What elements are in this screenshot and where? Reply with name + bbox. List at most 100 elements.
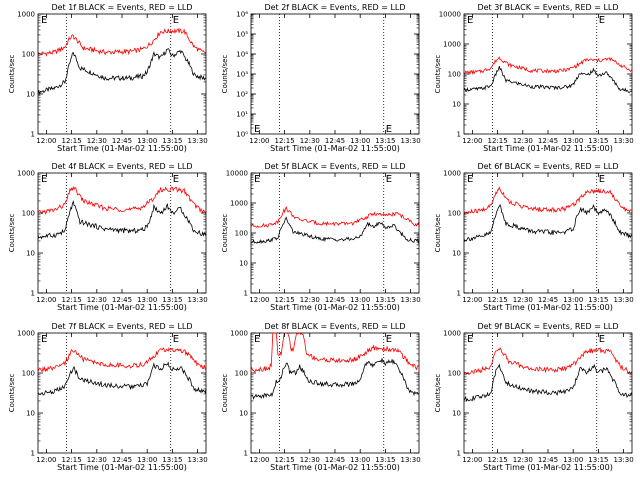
- x-tick-label: 12:30: [513, 296, 533, 304]
- x-tick-label: 12:00: [462, 137, 482, 145]
- y-axis-label: Counts/sec: [434, 55, 442, 94]
- y-tick-label: 1: [244, 450, 248, 458]
- x-tick-label: 12:00: [249, 137, 269, 145]
- x-tick-label: 12:15: [275, 296, 295, 304]
- x-tick-label: 13:30: [401, 137, 421, 145]
- y-tick-label: 100: [235, 230, 248, 238]
- y-tick-label: 1000: [443, 330, 461, 338]
- series-line-events: [37, 48, 207, 96]
- y-tick-label: 10: [26, 91, 35, 99]
- x-tick-label: 12:30: [300, 456, 320, 464]
- chart-title: Det 9f BLACK = Events, RED = LLD: [477, 322, 618, 331]
- event-marker: E: [467, 15, 473, 26]
- y-axis-label: Counts/sec: [434, 214, 442, 253]
- x-axis-label: Start Time (01-Mar-02 11:55:00): [483, 303, 613, 312]
- y-tick-label: 10⁴: [236, 51, 248, 59]
- chart-panel-5: Det 5f BLACK = Events, RED = LLD 12:00 12:…: [221, 162, 421, 312]
- chart-title: Det 4f BLACK = Events, RED = LLD: [51, 162, 192, 171]
- plot-frame: [37, 13, 207, 135]
- y-tick-label: 10: [452, 410, 461, 418]
- x-tick-label: 13:00: [350, 137, 370, 145]
- x-axis-label: Start Time (01-Mar-02 11:55:00): [57, 144, 187, 153]
- chart-panel-6: Det 6f BLACK = Events, RED = LLD 12:00 12:…: [434, 162, 634, 312]
- x-tick-label: 12:30: [87, 456, 107, 464]
- y-tick-label: 1000: [443, 41, 461, 49]
- x-tick-label: 12:45: [112, 296, 132, 304]
- series-line-lld: [463, 186, 633, 215]
- series-line-events: [37, 199, 207, 240]
- event-marker: E: [254, 174, 260, 185]
- plot-frame: [250, 172, 420, 294]
- x-tick-label: 12:15: [488, 137, 508, 145]
- y-tick-label: 10⁵: [236, 31, 248, 39]
- y-tick-label: 1: [31, 450, 35, 458]
- event-marker: E: [599, 334, 605, 345]
- y-tick-label: 1000: [230, 330, 248, 338]
- series-line-lld: [464, 56, 633, 76]
- x-tick-label: 13:30: [614, 456, 634, 464]
- y-tick-label: 100: [22, 51, 35, 59]
- y-axis-label: Counts/sec: [221, 214, 229, 253]
- x-tick-label: 13:15: [162, 456, 182, 464]
- series-line-lld: [37, 186, 207, 215]
- y-tick-label: 10: [26, 410, 35, 418]
- x-tick-label: 13:30: [401, 456, 421, 464]
- y-tick-label: 1000: [230, 200, 248, 208]
- x-tick-label: 13:15: [588, 137, 608, 145]
- chart-panel-4: Det 4f BLACK = Events, RED = LLD 12:00 12:…: [8, 162, 208, 312]
- x-axis-label: Start Time (01-Mar-02 11:55:00): [270, 463, 400, 472]
- event-marker: E: [254, 334, 260, 345]
- x-tick-label: 12:00: [36, 456, 56, 464]
- x-tick-label: 12:45: [325, 296, 345, 304]
- x-tick-label: 13:15: [162, 296, 182, 304]
- y-tick-label: 100: [22, 370, 35, 378]
- x-tick-label: 12:15: [488, 456, 508, 464]
- y-tick-label: 1: [244, 290, 248, 298]
- x-axis-label: Start Time (01-Mar-02 11:55:00): [57, 463, 187, 472]
- y-tick-label: 1000: [17, 11, 35, 19]
- series-line-events: [250, 216, 420, 245]
- series-line-lld: [250, 332, 420, 373]
- y-tick-label: 10000: [226, 170, 248, 178]
- y-tick-label: 1: [31, 290, 35, 298]
- x-tick-label: 12:30: [300, 137, 320, 145]
- y-tick-label: 10000: [439, 11, 461, 19]
- y-tick-label: 1000: [443, 170, 461, 178]
- y-axis-label: Counts/sec: [221, 374, 229, 413]
- x-tick-label: 12:00: [462, 456, 482, 464]
- chart-panel-7: Det 7f BLACK = Events, RED = LLD 12:00 12:…: [8, 322, 208, 472]
- x-tick-label: 12:15: [62, 456, 82, 464]
- x-axis-label: Start Time (01-Mar-02 11:55:00): [270, 144, 400, 153]
- x-tick-label: 12:00: [36, 296, 56, 304]
- plot-frame: [463, 332, 633, 454]
- x-tick-label: 13:30: [401, 296, 421, 304]
- x-tick-label: 12:30: [513, 137, 533, 145]
- chart-title: Det 7f BLACK = Events, RED = LLD: [51, 322, 192, 331]
- x-tick-label: 13:00: [350, 296, 370, 304]
- x-tick-label: 12:45: [538, 456, 558, 464]
- event-marker: E: [254, 124, 260, 135]
- y-tick-label: 10: [26, 250, 35, 258]
- series-line-lld: [250, 205, 420, 228]
- x-tick-label: 13:15: [162, 137, 182, 145]
- y-tick-label: 10²: [236, 91, 248, 99]
- x-axis-label: Start Time (01-Mar-02 11:55:00): [270, 303, 400, 312]
- y-tick-label: 1000: [17, 170, 35, 178]
- x-tick-label: 12:45: [325, 456, 345, 464]
- x-tick-label: 13:00: [563, 296, 583, 304]
- event-marker: E: [386, 334, 392, 345]
- plot-frame: [463, 13, 633, 135]
- x-tick-label: 12:15: [275, 137, 295, 145]
- chart-title: Det 6f BLACK = Events, RED = LLD: [477, 162, 618, 171]
- x-tick-label: 13:30: [188, 456, 208, 464]
- y-tick-label: 100: [448, 370, 461, 378]
- series-line-lld: [463, 347, 633, 375]
- x-tick-label: 13:30: [614, 137, 634, 145]
- y-tick-label: 1: [457, 450, 461, 458]
- x-tick-label: 12:30: [87, 296, 107, 304]
- x-tick-label: 12:45: [112, 456, 132, 464]
- y-axis-label: Counts/sec: [8, 55, 16, 94]
- y-tick-label: 1: [31, 131, 35, 139]
- x-tick-label: 12:30: [87, 137, 107, 145]
